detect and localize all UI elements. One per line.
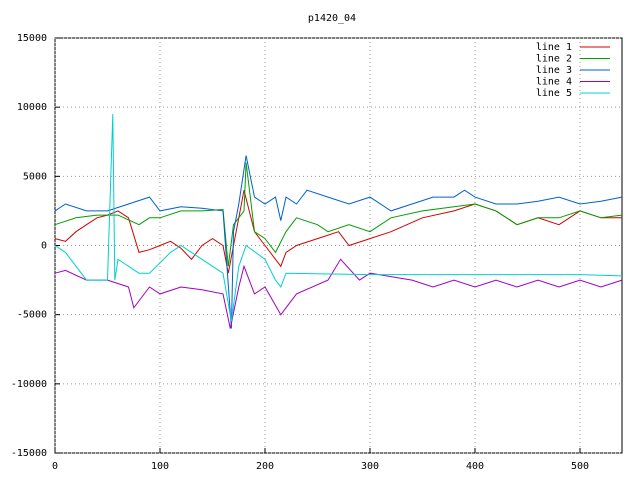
y-tick-label: 0 [41,241,47,252]
y-tick-label: -5000 [17,310,47,321]
series-line [54,190,622,274]
x-tick-label: 0 [52,461,58,472]
x-tick-label: 400 [466,461,484,472]
legend-label: line 4 [536,77,572,88]
series-line [54,114,623,322]
y-tick-label: -15000 [11,448,47,459]
legend-label: line 5 [536,88,572,99]
y-tick-label: 15000 [17,33,47,44]
series-line [54,155,623,329]
x-tick-label: 300 [361,461,379,472]
plot-frame [54,37,623,454]
legend-label: line 1 [536,42,572,53]
legend-label: line 3 [536,65,572,76]
y-tick-label: -10000 [11,379,47,390]
x-tick-label: 200 [256,461,274,472]
x-tick-label: 500 [571,461,589,472]
legend-label: line 2 [536,54,572,65]
x-tick-label: 100 [151,461,169,472]
chart-title: p1420_04 [308,13,356,24]
series-line [54,258,623,329]
series-line [54,162,623,267]
y-tick-label: 10000 [17,102,47,113]
y-tick-label: 5000 [23,171,47,182]
